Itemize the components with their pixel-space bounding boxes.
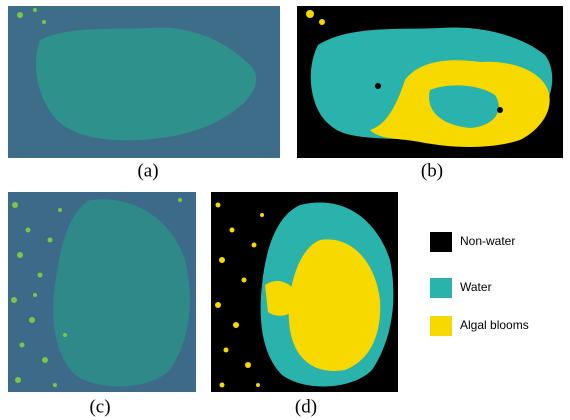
- figure: (a) (b) (c) (d) Non-water Water Algal bloo…: [0, 0, 570, 420]
- caption: (b): [421, 160, 443, 181]
- caption: (c): [89, 396, 110, 417]
- legend: Non-water Water Algal blooms: [430, 232, 529, 336]
- caption: (d): [295, 396, 317, 417]
- panel-c-image: [8, 192, 196, 392]
- legend-swatch: [430, 316, 452, 336]
- panel-a-image: [8, 6, 280, 158]
- legend-swatch: [430, 232, 452, 252]
- legend-label: Water: [460, 280, 492, 294]
- panel-d-image: [211, 192, 398, 392]
- legend-label: Algal blooms: [460, 318, 529, 332]
- caption: (a): [137, 160, 158, 181]
- panel-b-image: [297, 6, 563, 158]
- legend-label: Non-water: [460, 234, 515, 248]
- legend-swatch: [430, 278, 452, 298]
